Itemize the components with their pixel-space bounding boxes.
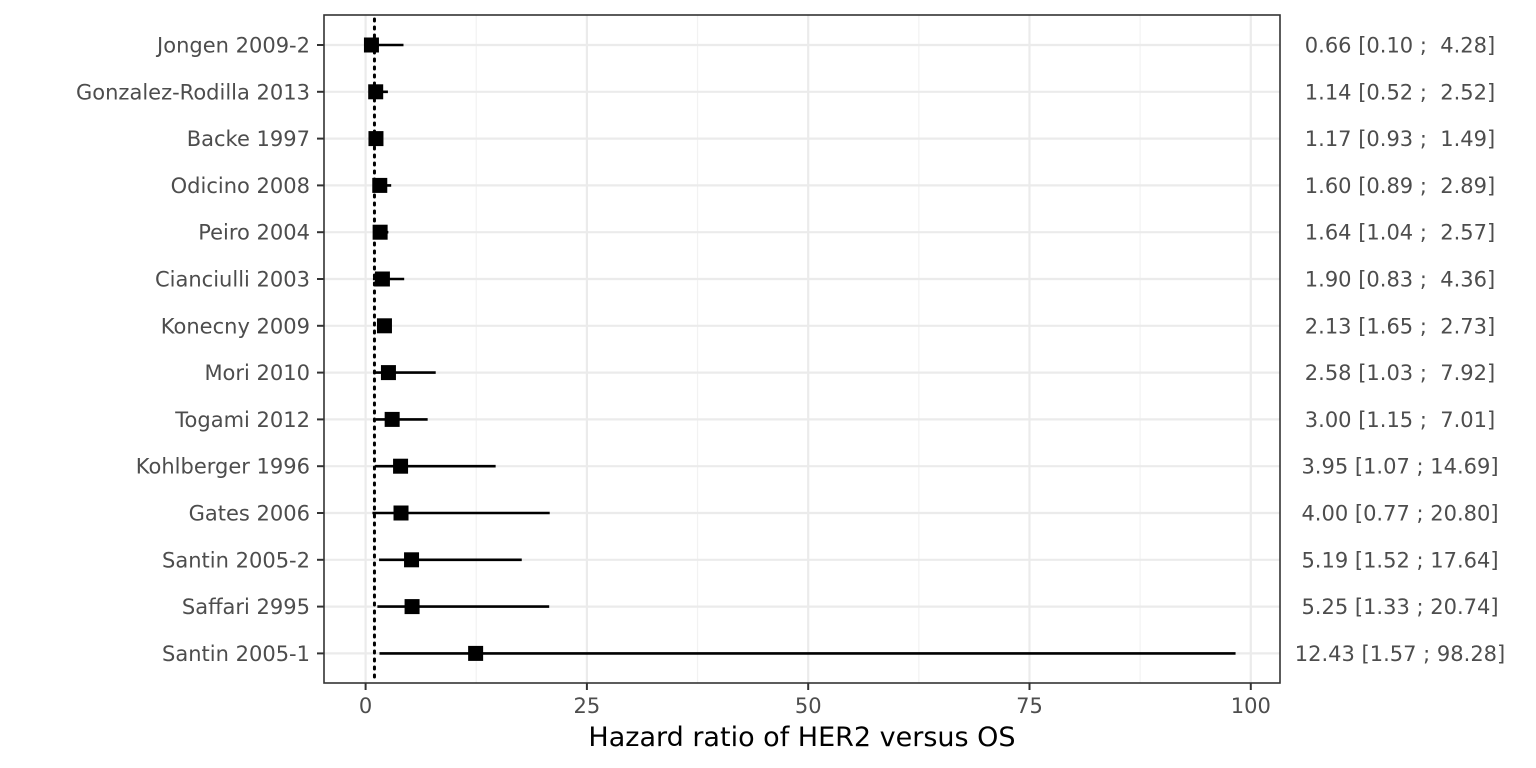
estimate-marker — [374, 271, 390, 287]
estimate-marker — [380, 365, 396, 381]
x-tick-label: 0 — [359, 694, 372, 718]
estimate-marker — [376, 318, 392, 334]
estimate-label: 1.14 [0.52 ; 2.52] — [1305, 80, 1495, 104]
panel-border — [323, 14, 1281, 684]
study-label: Gates 2006 — [189, 502, 310, 526]
estimate-label: 2.58 [1.03 ; 7.92] — [1305, 361, 1495, 385]
study-label: Mori 2010 — [204, 361, 310, 385]
estimate-label: 4.00 [0.77 ; 20.80] — [1301, 502, 1498, 526]
grid-layer — [324, 15, 1280, 683]
estimate-marker — [363, 37, 379, 53]
estimate-marker — [384, 411, 400, 427]
estimate-label: 1.64 [1.04 ; 2.57] — [1305, 221, 1495, 245]
x-tick-label: 75 — [1016, 694, 1043, 718]
study-label: Kohlberger 1996 — [136, 455, 310, 479]
estimate-marker — [372, 177, 388, 193]
estimate-marker — [368, 84, 384, 100]
study-label: Saffari 2995 — [182, 595, 310, 619]
study-label: Backe 1997 — [187, 127, 310, 151]
study-label: Santin 2005-1 — [162, 642, 310, 666]
study-label: Cianciulli 2003 — [155, 268, 310, 292]
study-label: Togami 2012 — [174, 408, 310, 432]
estimate-label: 2.13 [1.65 ; 2.73] — [1305, 314, 1495, 338]
study-label: Gonzalez-Rodilla 2013 — [76, 80, 310, 104]
estimate-marker — [468, 645, 484, 661]
estimate-label: 12.43 [1.57 ; 98.28] — [1295, 642, 1505, 666]
estimate-marker — [368, 131, 384, 147]
estimate-marker — [372, 224, 388, 240]
x-tick-label: 50 — [795, 694, 822, 718]
estimate-marker — [393, 458, 409, 474]
study-label: Santin 2005-2 — [162, 548, 310, 572]
study-label: Peiro 2004 — [198, 221, 310, 245]
estimate-marker — [404, 599, 420, 615]
marks-layer — [363, 37, 1236, 661]
x-tick-label: 25 — [574, 694, 601, 718]
estimate-marker — [393, 505, 409, 521]
estimate-label: 5.19 [1.52 ; 17.64] — [1301, 548, 1498, 572]
estimate-label: 0.66 [0.10 ; 4.28] — [1305, 34, 1495, 58]
x-axis-title: Hazard ratio of HER2 versus OS — [588, 722, 1015, 753]
estimate-label: 5.25 [1.33 ; 20.74] — [1301, 595, 1498, 619]
estimate-label: 1.90 [0.83 ; 4.36] — [1305, 268, 1495, 292]
study-label: Jongen 2009-2 — [155, 34, 310, 58]
estimate-label: 3.00 [1.15 ; 7.01] — [1305, 408, 1495, 432]
study-labels: Jongen 2009-2 Gonzalez-Rodilla 2013 Backe … — [76, 34, 324, 666]
estimate-label: 3.95 [1.07 ; 14.69] — [1301, 455, 1498, 479]
estimate-labels: 0.66 [0.10 ; 4.28] 1.14 [0.52 ; 2.52] 1.17… — [1295, 34, 1505, 666]
estimate-label: 1.60 [0.89 ; 2.89] — [1305, 174, 1495, 198]
study-label: Konecny 2009 — [161, 314, 310, 338]
estimate-marker — [404, 552, 420, 568]
x-axis-ticks: 0 25 50 75 100 — [359, 683, 1271, 718]
study-label: Odicino 2008 — [171, 174, 310, 198]
x-tick-label: 100 — [1231, 694, 1271, 718]
estimate-label: 1.17 [0.93 ; 1.49] — [1305, 127, 1495, 151]
